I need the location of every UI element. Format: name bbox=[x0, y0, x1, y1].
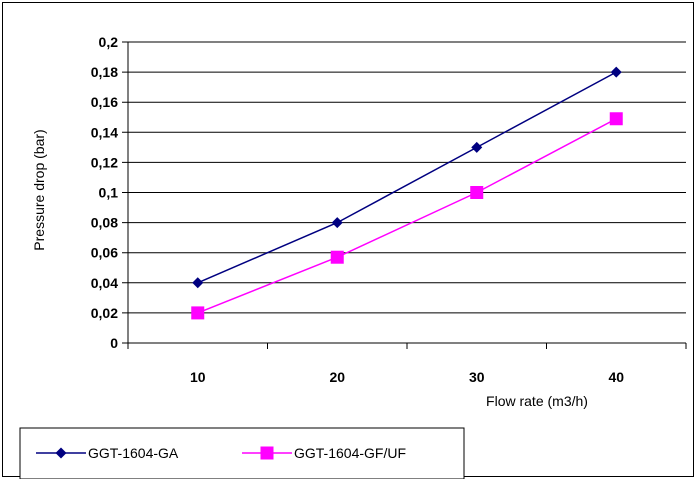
y-tick-label: 0,02 bbox=[91, 305, 118, 321]
data-point-1 bbox=[192, 277, 204, 289]
y-tick-label: 0,12 bbox=[91, 154, 118, 170]
data-point-1 bbox=[610, 66, 622, 78]
series-line-2 bbox=[197, 118, 617, 314]
x-tick-label: 20 bbox=[329, 369, 345, 385]
legend-marker-2 bbox=[260, 446, 274, 460]
x-tick-labels: 10 20 30 40 bbox=[190, 369, 624, 385]
y-tick-label: 0,2 bbox=[99, 34, 119, 50]
x-axis-label: Flow rate (m3/h) bbox=[486, 393, 588, 409]
series-layer bbox=[191, 66, 623, 320]
y-tick-label: 0 bbox=[110, 335, 118, 351]
series-line-1 bbox=[197, 71, 617, 284]
x-tick-label: 40 bbox=[608, 369, 624, 385]
legend-label-2: GGT-1604-GF/UF bbox=[294, 445, 406, 461]
y-tick-label: 0,1 bbox=[99, 185, 119, 201]
legend-label-1: GGT-1604-GA bbox=[88, 445, 179, 461]
data-point-2 bbox=[609, 112, 623, 126]
data-point-2 bbox=[191, 306, 205, 320]
y-tick-label: 0,16 bbox=[91, 94, 118, 110]
y-tick-label: 0,18 bbox=[91, 64, 118, 80]
gridlines bbox=[122, 41, 686, 344]
data-point-2 bbox=[470, 186, 484, 199]
y-tick-label: 0,14 bbox=[91, 124, 118, 140]
legend-marker-1 bbox=[55, 447, 67, 459]
data-point-1 bbox=[471, 141, 483, 153]
y-tick-label: 0,04 bbox=[91, 275, 118, 291]
data-point-1 bbox=[331, 217, 343, 229]
x-tick-label: 10 bbox=[190, 369, 206, 385]
data-point-2 bbox=[330, 250, 344, 264]
legend: GGT-1604-GA GGT-1604-GF/UF bbox=[36, 445, 406, 461]
y-tick-label: 0,08 bbox=[91, 215, 118, 231]
y-axis-label: Pressure drop (bar) bbox=[31, 129, 47, 250]
y-tick-labels: 0 0,02 0,04 0,06 0,08 0,1 0,12 0,14 0,16 0,18 0,2 bbox=[91, 34, 118, 351]
x-tick-label: 30 bbox=[469, 369, 485, 385]
y-tick-label: 0,06 bbox=[91, 245, 118, 261]
axes bbox=[127, 42, 687, 349]
